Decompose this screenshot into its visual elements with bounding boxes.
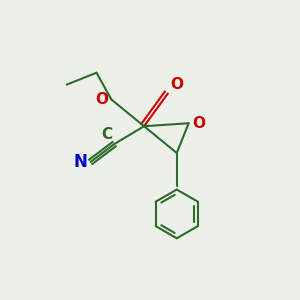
- Text: C: C: [101, 127, 112, 142]
- Text: O: O: [170, 77, 183, 92]
- Text: N: N: [73, 153, 87, 171]
- Text: O: O: [95, 92, 108, 107]
- Text: O: O: [192, 116, 205, 131]
